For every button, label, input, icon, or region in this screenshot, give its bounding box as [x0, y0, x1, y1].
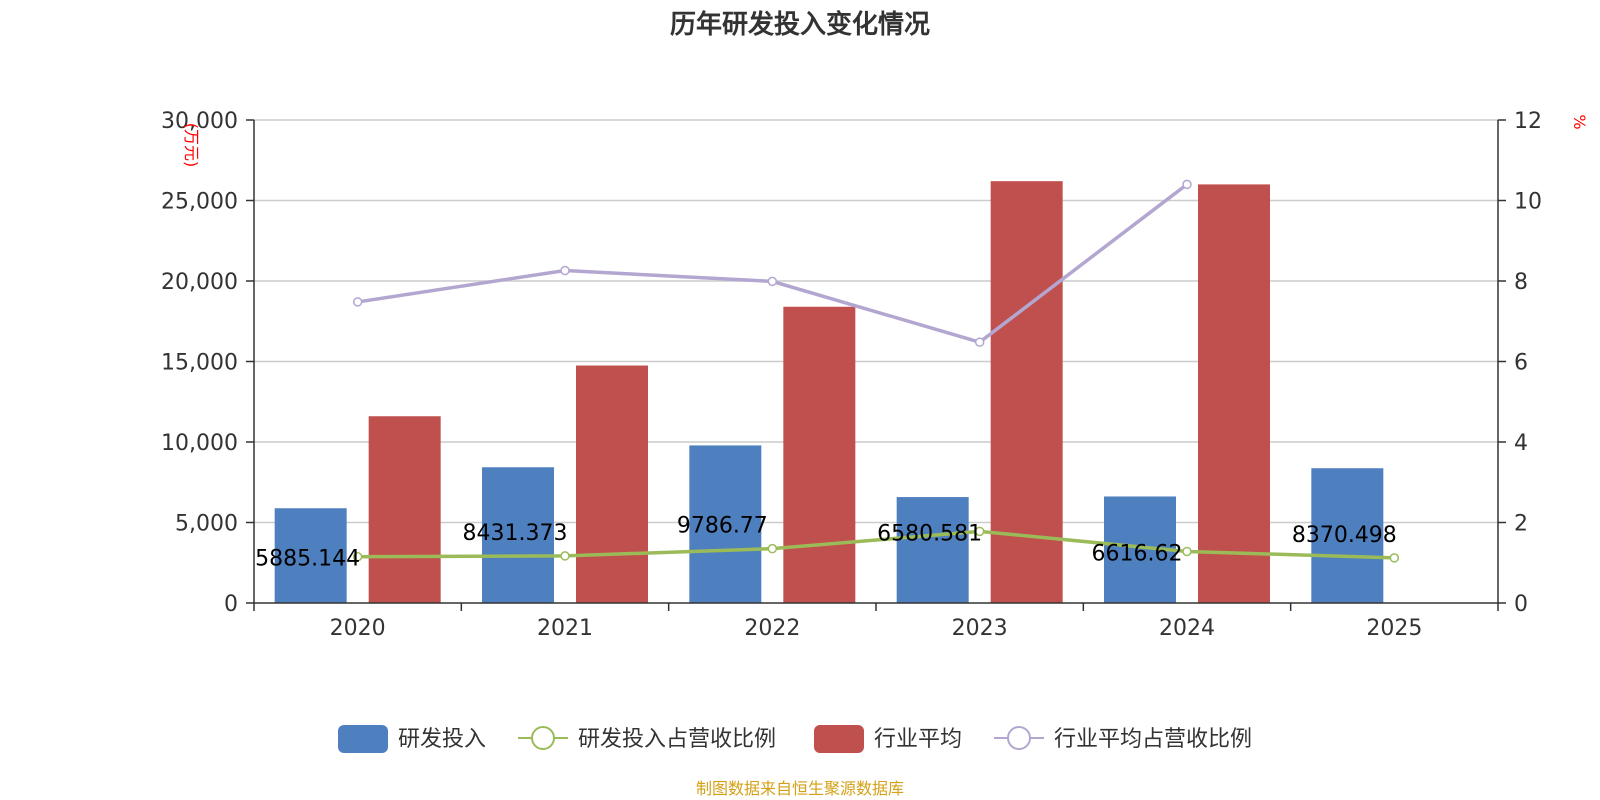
y-left-tick-label: 15,000	[161, 351, 238, 376]
data-label: 6580.581	[877, 521, 982, 546]
data-label: 6616.62	[1092, 541, 1183, 566]
legend: 研发投入 研发投入占营收比例 行业平均 行业平均占营收比例	[338, 725, 1252, 753]
bar-行业平均	[576, 365, 648, 603]
legend-label: 行业平均	[874, 727, 962, 752]
data-label: 5885.144	[255, 547, 360, 572]
point-行业平均占营收比例	[974, 337, 985, 347]
legend-label: 研发投入占营收比例	[578, 727, 776, 752]
bar-研发投入	[689, 445, 762, 603]
point-行业平均占营收比例	[767, 276, 778, 287]
y-right-tick-label: 10	[1514, 190, 1542, 215]
axes: 0 5,000 10,000 15,000 20,000 25,000 30,000 0 2 4 6…	[161, 109, 1589, 641]
y-right-tick-label: 2	[1514, 512, 1528, 537]
point-研发投入占营收比例	[1389, 553, 1400, 563]
y-left-tick-label: 30,000	[161, 109, 238, 134]
legend-label: 研发投入	[398, 727, 486, 752]
lines	[352, 179, 1400, 563]
legend-marker-研发投入占营收比例	[531, 726, 555, 750]
bar-研发投入	[274, 508, 347, 603]
source-note: 制图数据来自恒生聚源数据库	[696, 779, 904, 798]
bar-行业平均	[368, 416, 441, 603]
y-left-unit: (万元)	[182, 123, 201, 168]
x-tick-label: 2023	[952, 616, 1008, 641]
y-right-tick-label: 0	[1514, 592, 1528, 617]
data-label: 8370.498	[1292, 523, 1397, 548]
data-label: 9786.77	[677, 514, 768, 539]
y-right-tick-label: 12	[1514, 109, 1542, 134]
legend-marker-行业平均占营收比例	[1007, 726, 1031, 750]
x-tick-label: 2021	[537, 616, 593, 641]
chart-title: 历年研发投入变化情况	[670, 9, 930, 40]
y-left-tick-label: 5,000	[175, 512, 238, 537]
data-labels: 5885.144 8431.373 9786.77 6580.581 6616.62 83…	[255, 514, 1397, 572]
line-研发投入占营收比例	[357, 529, 1395, 560]
point-研发投入占营收比例	[1182, 546, 1192, 557]
legend-swatch-研发投入	[338, 725, 388, 753]
y-right-tick-label: 8	[1514, 270, 1528, 295]
y-left-tick-label: 10,000	[161, 431, 238, 456]
legend-swatch-行业平均	[814, 725, 864, 753]
point-研发投入占营收比例	[560, 551, 570, 561]
y-left-tick-label: 20,000	[161, 270, 238, 295]
point-研发投入占营收比例	[352, 551, 363, 562]
y-right-unit: %	[1570, 114, 1589, 129]
bar-研发投入	[1311, 468, 1384, 603]
y-right-tick-label: 4	[1514, 431, 1528, 456]
y-left-tick-label: 25,000	[161, 190, 238, 215]
bar-研发投入	[896, 497, 969, 603]
x-tick-label: 2020	[330, 616, 386, 641]
point-行业平均占营收比例	[1182, 179, 1192, 190]
data-label: 8431.373	[463, 521, 568, 546]
bar-行业平均	[1198, 184, 1270, 603]
point-行业平均占营收比例	[352, 297, 363, 307]
bars	[274, 181, 1384, 603]
point-行业平均占营收比例	[560, 265, 570, 276]
legend-label: 行业平均占营收比例	[1054, 727, 1252, 752]
point-研发投入占营收比例	[974, 526, 985, 537]
x-tick-label: 2022	[744, 616, 800, 641]
grid	[254, 119, 1498, 524]
bar-研发投入	[482, 467, 554, 603]
x-tick-label: 2025	[1366, 616, 1422, 641]
x-tick-label: 2024	[1159, 616, 1215, 641]
y-left-tick-label: 0	[224, 592, 238, 617]
y-right-tick-label: 6	[1514, 351, 1528, 376]
bar-行业平均	[783, 306, 856, 603]
point-研发投入占营收比例	[767, 543, 778, 554]
